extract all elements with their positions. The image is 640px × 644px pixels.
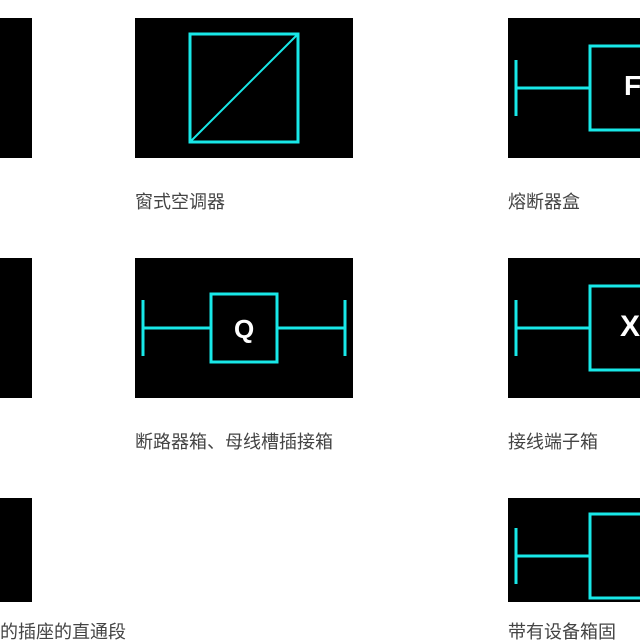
caption-breaker-box: 断路器箱、母线槽插接箱	[135, 428, 333, 454]
tile-r1c1	[0, 18, 32, 158]
letter-x: X	[620, 310, 640, 344]
caption-terminal-box: 接线端子箱	[508, 428, 598, 454]
tile-breaker-box: Q	[135, 258, 353, 398]
tile-terminal-box: X	[508, 258, 640, 398]
caption-equipment-box: 带有设备箱固	[508, 618, 616, 644]
caption-fuse-box: 熔断器盒	[508, 188, 580, 214]
tile-r2c1	[0, 258, 32, 398]
caption-window-ac: 窗式空调器	[135, 188, 225, 214]
caption-socket-passage: 的插座的直通段	[0, 618, 126, 644]
tile-window-ac	[135, 18, 353, 158]
square-diagonal-icon	[135, 18, 353, 158]
bus-box-icon	[508, 18, 640, 158]
tile-fuse-box: F	[508, 18, 640, 158]
letter-f: F	[624, 70, 640, 102]
tile-equipment-box	[508, 498, 640, 602]
letter-q: Q	[234, 314, 254, 345]
bus-box-icon	[508, 498, 640, 602]
tile-r3c1	[0, 498, 32, 602]
